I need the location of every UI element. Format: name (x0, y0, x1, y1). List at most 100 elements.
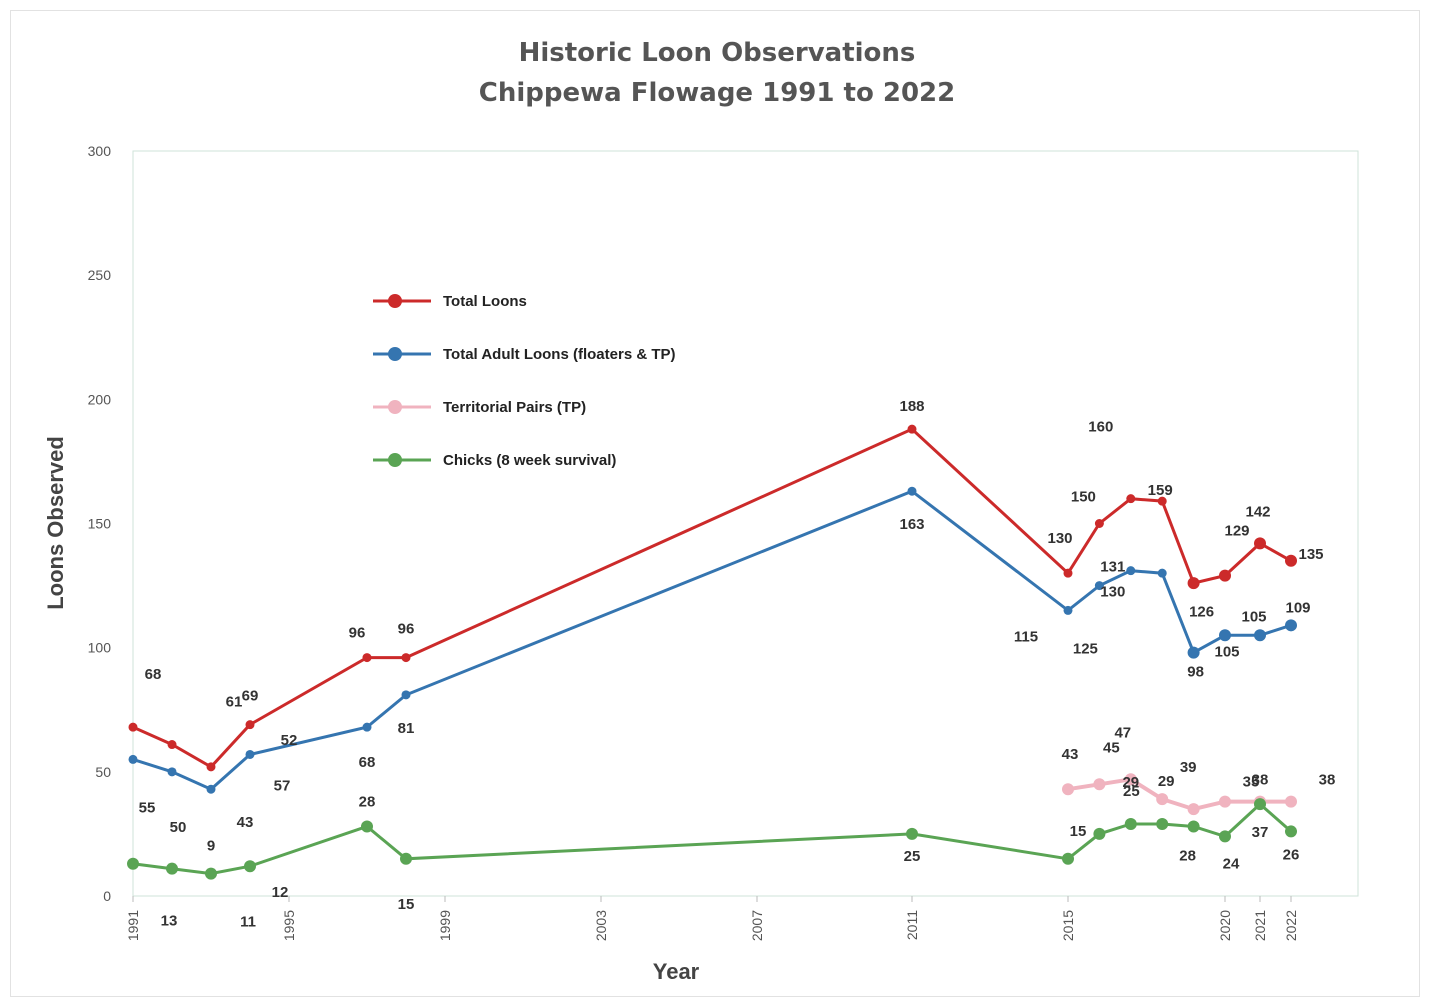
data-point (1219, 629, 1231, 642)
data-label: 159 (1148, 482, 1173, 499)
data-label: 61 (226, 694, 243, 711)
data-label: 126 (1189, 604, 1214, 621)
data-label: 69 (242, 688, 259, 705)
legend-swatch-dot (388, 294, 402, 308)
data-point (1219, 569, 1231, 582)
data-label: 130 (1100, 584, 1125, 601)
y-tick-label: 0 (103, 888, 111, 904)
x-tick-label: 2015 (1060, 910, 1076, 941)
legend-label: Chicks (8 week survival) (443, 452, 616, 469)
chart-subtitle: Chippewa Flowage 1991 to 2022 (479, 78, 956, 108)
data-point (206, 762, 216, 772)
data-point (1187, 577, 1200, 590)
data-point (1187, 820, 1200, 833)
data-label: 24 (1223, 855, 1240, 872)
data-point (128, 722, 138, 732)
data-label: 105 (1241, 608, 1266, 625)
data-label: 52 (281, 732, 298, 749)
data-label: 11 (240, 914, 256, 931)
data-point (167, 740, 177, 750)
data-label: 142 (1245, 503, 1270, 520)
data-point (1285, 554, 1297, 567)
data-label: 25 (904, 848, 921, 865)
data-label: 45 (1103, 739, 1120, 756)
x-tick-label: 2021 (1252, 910, 1268, 941)
data-point (1094, 519, 1104, 528)
data-label: 43 (237, 814, 254, 831)
data-label: 57 (274, 777, 291, 794)
data-point (1063, 605, 1073, 615)
data-label: 109 (1285, 599, 1310, 616)
data-label: 29 (1122, 774, 1139, 791)
x-axis-title: Year (653, 959, 700, 984)
data-point (1157, 568, 1167, 578)
x-tick-label: 2003 (593, 910, 609, 941)
data-label: 160 (1088, 419, 1113, 436)
data-point (1062, 783, 1074, 796)
data-point (1187, 646, 1200, 659)
data-point (1126, 494, 1136, 504)
data-point (362, 653, 372, 663)
y-tick-label: 300 (88, 143, 112, 159)
data-point (1093, 778, 1106, 791)
legend: Total Loons Total Adult Loons (floaters &… (373, 293, 676, 469)
data-label: 96 (349, 625, 366, 642)
data-point (1156, 817, 1169, 830)
data-point (1285, 619, 1297, 632)
legend-label: Territorial Pairs (TP) (443, 399, 586, 416)
data-label: 25 (1123, 783, 1140, 800)
chart-title: Historic Loon Observations (519, 38, 916, 68)
data-label: 50 (170, 819, 187, 836)
data-point (401, 690, 411, 700)
data-point (245, 720, 255, 730)
data-point (1219, 795, 1231, 808)
data-point (361, 820, 373, 833)
data-point (1285, 825, 1297, 838)
data-label: 15 (398, 896, 415, 913)
data-label: 28 (1179, 847, 1196, 864)
data-label: 188 (899, 398, 924, 415)
data-point (907, 424, 917, 434)
x-axis: 1991 1995 1999 2003 2007 2011 2015 2020 2021 2022 (125, 896, 1299, 941)
data-label: 26 (1283, 846, 1300, 863)
x-tick-label: 2022 (1283, 910, 1299, 941)
data-point (167, 767, 177, 777)
series-layer (127, 424, 1297, 880)
legend-swatch-dot (388, 453, 402, 467)
data-label: 125 (1073, 641, 1098, 658)
y-axis-title: Loons Observed (43, 436, 68, 610)
data-label: 15 (1070, 823, 1087, 840)
data-point (1285, 795, 1297, 808)
data-point (1187, 803, 1200, 816)
data-point (1254, 798, 1266, 811)
y-axis: 0 50 100 150 200 250 300 (88, 143, 112, 904)
data-label: 96 (398, 621, 415, 638)
data-point (1093, 827, 1106, 840)
data-label: 43 (1062, 746, 1079, 763)
data-label: 130 (1047, 530, 1072, 547)
data-point (906, 827, 918, 840)
plot-area (132, 150, 1359, 897)
data-point (1063, 568, 1073, 578)
data-point (1094, 581, 1104, 591)
data-label: 12 (272, 884, 289, 901)
data-point (1254, 629, 1266, 642)
data-label: 29 (1158, 773, 1175, 790)
data-point (205, 867, 217, 880)
data-label: 135 (1298, 546, 1323, 563)
data-point (907, 486, 917, 496)
data-point (362, 722, 372, 732)
data-point (206, 784, 216, 794)
data-point (127, 857, 139, 870)
legend-label: Total Adult Loons (floaters & TP) (443, 346, 676, 363)
data-point (401, 653, 411, 663)
x-tick-label: 1991 (125, 910, 141, 941)
data-point (245, 749, 255, 759)
legend-swatch-dot (388, 400, 402, 414)
data-label: 28 (359, 793, 376, 810)
data-label: 37 (1252, 824, 1269, 841)
data-label: 38 (1252, 772, 1269, 789)
x-tick-label: 2011 (904, 910, 920, 940)
data-label: 68 (145, 666, 162, 683)
